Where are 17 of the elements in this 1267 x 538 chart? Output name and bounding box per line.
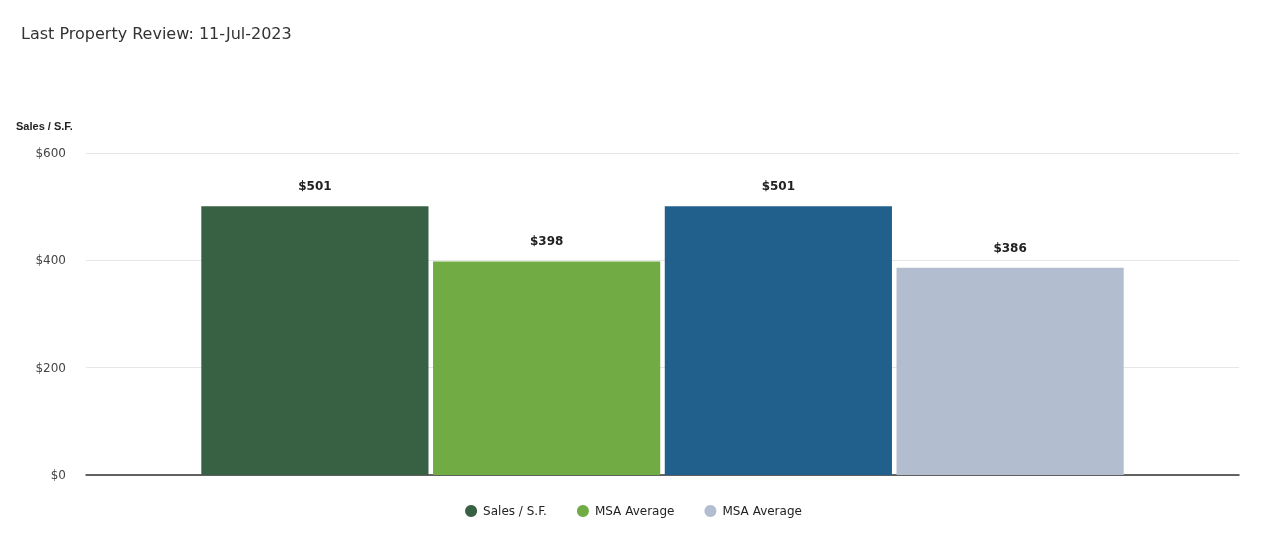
chart-title: Last Property Review: 11-Jul-2023 [21, 23, 292, 43]
y-tick-label: $600 [35, 146, 66, 160]
data-label: $501 [298, 179, 332, 194]
y-tick-label: $200 [35, 360, 66, 375]
data-label: $386 [993, 240, 1027, 255]
y-axis-title: Sales / S.F. [16, 119, 73, 132]
y-tick-label: $400 [35, 253, 66, 268]
data-label: $398 [529, 234, 564, 249]
legend-label: MSA Average [594, 504, 675, 518]
bar [664, 206, 892, 475]
bar [201, 206, 429, 475]
legend-label: MSA Average [722, 504, 802, 518]
data-label: $501 [761, 179, 796, 194]
bar [896, 267, 1124, 475]
bar [433, 261, 661, 475]
y-tick-label: $0 [50, 468, 66, 482]
legend-label: Sales / S.F. [483, 504, 547, 518]
